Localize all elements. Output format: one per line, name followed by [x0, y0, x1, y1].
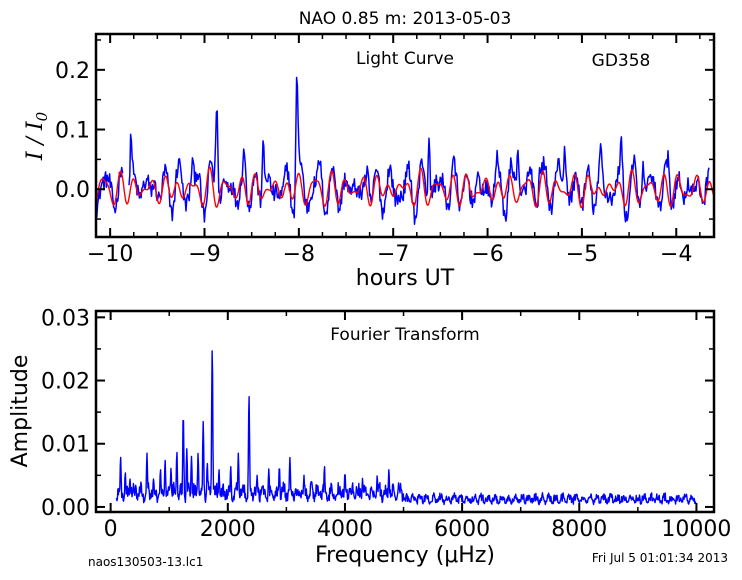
star-label: GD358 — [592, 51, 651, 71]
fourier-spectrum-line — [115, 350, 697, 506]
ft-xtick-label: 4000 — [317, 517, 373, 542]
fourier-frame — [94, 309, 716, 514]
light-curve-title: Light Curve — [356, 49, 454, 69]
light-curve-model-line — [96, 166, 714, 209]
lc-xtick-label: −9 — [188, 242, 220, 267]
ft-xtick-label: 10000 — [661, 517, 731, 542]
light-curve-xlabel: hours UT — [356, 266, 455, 291]
fourier-panel: 0 2000 4000 6000 8000 10000 0.00 0.01 0.02 0.03 F… — [8, 306, 731, 568]
lc-xtick-label: −4 — [660, 242, 692, 267]
lc-xtick-label: −8 — [283, 242, 315, 267]
ft-xtick-label: 6000 — [434, 517, 490, 542]
fourier-series-group — [115, 350, 697, 506]
ylabel-slash: / — [23, 130, 48, 151]
footer-filename: naos130503-13.lc1 — [88, 555, 203, 569]
lc-xtick-label: −10 — [87, 242, 133, 267]
light-curve-frame — [94, 32, 716, 239]
ylabel-intensity: I — [23, 150, 48, 161]
ft-xtick-label: 8000 — [551, 517, 607, 542]
light-curve-ticks: −10 −9 −8 −7 −6 −5 −4 0.0 0.1 0.2 — [55, 34, 714, 267]
ft-xtick-label: 0 — [104, 517, 118, 542]
fourier-ylabel: Amplitude — [8, 355, 33, 468]
light-curve-series-group — [96, 76, 714, 225]
ft-ytick-label: 0.03 — [41, 306, 90, 331]
lc-ytick-label: 0.2 — [55, 59, 90, 84]
ft-ytick-label: 0.02 — [41, 370, 90, 395]
ft-xtick-label: 2000 — [200, 517, 256, 542]
light-curve-observed-line-1 — [128, 76, 710, 225]
ylabel-intensity-ref: I — [23, 120, 48, 131]
lc-xtick-label: −7 — [377, 242, 409, 267]
lc-ytick-label: 0.1 — [55, 119, 90, 144]
ft-ytick-label: 0.01 — [41, 433, 90, 458]
fourier-ticks: 0 2000 4000 6000 8000 10000 0.00 0.01 0.02 0.03 — [41, 306, 731, 542]
ylabel-subscript: 0 — [33, 111, 51, 121]
lc-xtick-label: −5 — [566, 242, 598, 267]
lc-ytick-label: 0.0 — [55, 178, 90, 203]
footer-timestamp: Fri Jul 5 01:01:34 2013 — [592, 551, 728, 565]
light-curve-observed-line-0 — [96, 166, 124, 219]
fourier-title: Fourier Transform — [330, 325, 479, 345]
figure-title: NAO 0.85 m: 2013-05-03 — [299, 9, 512, 29]
light-curve-panel: −10 −9 −8 −7 −6 −5 −4 0.0 0.1 0.2 Light Curve GD3… — [23, 32, 716, 291]
light-curve-ylabel: I / I0 — [23, 111, 51, 161]
fourier-xlabel: Frequency (μHz) — [315, 543, 495, 568]
lc-xtick-label: −6 — [471, 242, 503, 267]
ft-ytick-label: 0.00 — [41, 496, 90, 521]
